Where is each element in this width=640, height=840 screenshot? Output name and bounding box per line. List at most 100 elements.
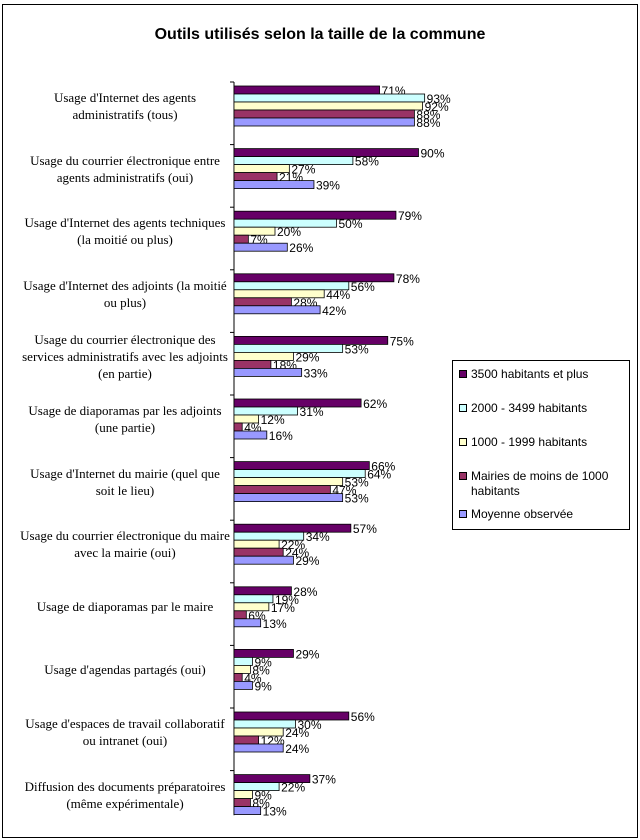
bar <box>233 782 280 791</box>
bar <box>233 234 249 244</box>
bar <box>233 406 298 416</box>
data-label: 13% <box>263 805 287 819</box>
bar <box>233 156 354 166</box>
data-label: 37% <box>312 773 336 787</box>
bar <box>233 414 260 424</box>
bar <box>233 555 294 565</box>
bar <box>233 523 352 533</box>
bar <box>233 148 419 158</box>
data-label: 19% <box>275 593 299 607</box>
bar <box>233 343 344 353</box>
data-label: 75% <box>390 334 414 348</box>
bar <box>233 218 337 228</box>
data-label: 88% <box>416 108 440 122</box>
data-label: 79% <box>398 209 422 223</box>
data-label: 53% <box>345 476 369 490</box>
category-label: Usage d'Internet du mairie (quel que soi… <box>30 465 220 498</box>
data-label: 9% <box>254 679 272 693</box>
data-label: 50% <box>339 217 363 231</box>
bar <box>233 422 243 432</box>
bar <box>233 242 288 252</box>
legend-label: 1000 - 1999 habitants <box>471 435 588 449</box>
data-label: 31% <box>300 405 324 419</box>
bar <box>233 594 274 604</box>
bar <box>233 172 278 182</box>
legend-swatch <box>459 510 467 518</box>
bar <box>233 618 262 628</box>
bar <box>233 93 426 103</box>
legend-label: Moyenne observée <box>471 507 574 521</box>
category-label: Usage du courrier électronique entre age… <box>30 152 220 185</box>
bar <box>233 798 251 807</box>
data-label: 24% <box>285 742 309 756</box>
data-label: 66% <box>371 460 395 474</box>
bar <box>233 547 284 557</box>
data-label: 42% <box>322 304 346 318</box>
data-label: 20% <box>277 225 301 239</box>
bar <box>233 657 253 666</box>
data-label: 22% <box>281 538 305 552</box>
data-label: 9% <box>254 655 272 669</box>
bar <box>233 117 415 127</box>
bar <box>233 85 380 95</box>
data-label: 26% <box>289 241 313 255</box>
bar <box>233 806 262 815</box>
data-label: 27% <box>291 163 315 177</box>
bar <box>233 649 294 658</box>
legend-swatch <box>459 472 467 480</box>
data-label: 44% <box>326 288 350 302</box>
data-label: 93% <box>427 92 451 106</box>
data-label: 30% <box>298 718 322 732</box>
bar <box>233 461 370 471</box>
bar <box>233 210 397 220</box>
data-label: 9% <box>254 789 272 803</box>
data-label: 57% <box>353 522 377 536</box>
bar <box>233 743 284 753</box>
data-label: 12% <box>261 413 285 427</box>
bar <box>233 180 315 190</box>
legend-swatch <box>459 370 467 378</box>
data-label: 28% <box>293 585 317 599</box>
data-label: 29% <box>295 350 319 364</box>
bar <box>233 602 270 612</box>
data-label: 53% <box>345 342 369 356</box>
bar <box>233 673 243 682</box>
data-label: 24% <box>285 726 309 740</box>
data-label: 88% <box>416 116 440 130</box>
legend-label: Mairies de moins de 1000 habitants <box>471 469 609 498</box>
data-label: 29% <box>295 554 319 568</box>
bar <box>233 359 272 369</box>
bar <box>233 226 276 236</box>
data-label: 92% <box>425 100 449 114</box>
data-label: 17% <box>271 601 295 615</box>
legend-label: 3500 habitants et plus <box>471 367 589 381</box>
data-label: 13% <box>263 617 287 631</box>
data-label: 39% <box>316 179 340 193</box>
data-label: 78% <box>396 272 420 286</box>
bar <box>233 398 362 408</box>
bar <box>233 735 260 745</box>
bar <box>233 477 344 487</box>
bar <box>233 101 424 111</box>
bar <box>233 681 253 690</box>
data-label: 16% <box>269 429 293 443</box>
data-label: 33% <box>304 366 328 380</box>
bar <box>233 367 303 377</box>
bar <box>233 711 350 721</box>
data-label: 53% <box>345 492 369 506</box>
category-label: Usage de diaporamas par le maire <box>36 599 214 615</box>
category-label: Usage d'espaces de travail collaboratif … <box>25 716 225 748</box>
data-label: 22% <box>281 781 305 795</box>
data-label: 64% <box>367 468 391 482</box>
category-label: Diffusion des documents préparatoires (m… <box>24 778 226 811</box>
data-label: 90% <box>421 147 445 161</box>
bar <box>233 539 280 549</box>
data-label: 58% <box>355 155 379 169</box>
chart-title: Outils utilisés selon la taille de la co… <box>154 26 486 43</box>
category-label: Usage d'Internet des agents techniques (… <box>24 215 226 248</box>
bar <box>233 109 415 119</box>
category-label: Usage de diaporamas par les adjoints (un… <box>28 403 222 435</box>
data-label: 8% <box>252 663 270 677</box>
category-label: Usage d'Internet des adjoints (la moitié… <box>23 277 227 310</box>
